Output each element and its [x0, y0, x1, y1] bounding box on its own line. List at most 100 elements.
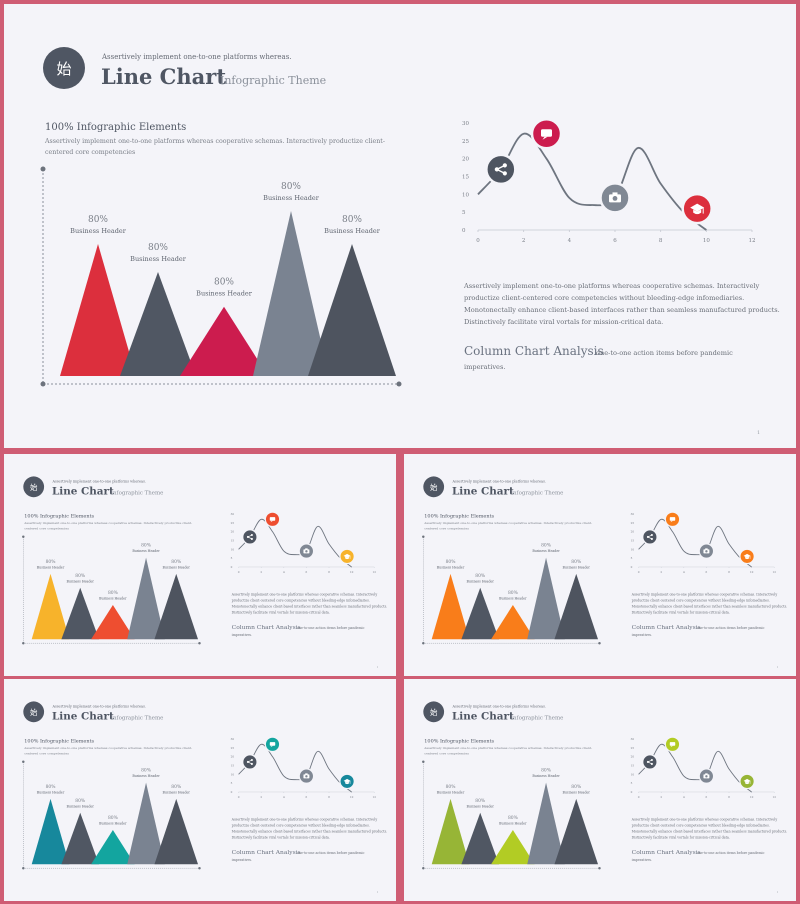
section-heading: 100% Infographic Elements: [424, 738, 494, 744]
analysis-text: one-to-one action items before pandemic: [697, 851, 765, 855]
y-tick-label: 10: [462, 192, 469, 198]
series-line: [238, 518, 352, 568]
chart-marker[interactable]: [264, 511, 281, 528]
page-number: 1: [377, 666, 379, 669]
x-tick-label: 6: [306, 795, 308, 799]
logo-badge: [23, 701, 45, 723]
peak-percent: 80%: [46, 560, 56, 565]
y-tick-label: 0: [631, 565, 633, 569]
chat-icon: [269, 742, 276, 748]
graduation-cap-icon: [343, 553, 351, 560]
camera-icon: [303, 773, 310, 779]
axis-dot: [422, 535, 425, 539]
chart-marker[interactable]: [242, 754, 258, 770]
page-title: Line Chart: [101, 64, 226, 89]
chart-marker[interactable]: [698, 543, 715, 559]
chart-marker[interactable]: [642, 529, 658, 545]
peak-label: Business Header: [263, 194, 320, 202]
series-line: [477, 132, 707, 231]
body-text-line: Distinctively facilitate viral vortals f…: [232, 611, 330, 615]
chart-marker[interactable]: [339, 548, 355, 565]
peak-label: Business Header: [324, 227, 381, 235]
y-tick-label: 10: [631, 547, 635, 551]
chart-marker[interactable]: [642, 754, 658, 770]
chart-marker[interactable]: [242, 529, 258, 545]
chart-marker[interactable]: [339, 773, 355, 790]
axis-dot: [22, 641, 25, 645]
logo-badge: [423, 476, 445, 498]
x-tick-label: 10: [350, 570, 354, 574]
chart-marker[interactable]: [530, 117, 563, 150]
chart-marker[interactable]: [664, 736, 681, 753]
chat-icon: [669, 517, 676, 523]
peak-label: Business Header: [499, 596, 527, 600]
chart-marker[interactable]: [298, 768, 315, 784]
page-title-suffix: Infographic Theme: [220, 74, 326, 87]
header-subtitle: Assertively implement one-to-one platfor…: [52, 704, 147, 708]
y-tick-label: 30: [462, 121, 469, 127]
x-tick-label: 0: [638, 795, 640, 799]
analysis-title: Column Chart Analysis: [232, 849, 301, 856]
slide-canvas: 始 Assertively implement one-to-one platf…: [22, 476, 387, 669]
chart-marker[interactable]: [681, 192, 713, 225]
peak-triangle: [60, 244, 136, 376]
chart-marker[interactable]: [485, 153, 517, 186]
chart-marker[interactable]: [599, 182, 631, 214]
slide-thumbnail-green[interactable]: 始 Assertively implement one-to-one platf…: [404, 679, 796, 901]
peak-percent: 80%: [141, 544, 151, 549]
peak-triangle: [180, 306, 268, 376]
slide-thumbnail-orange[interactable]: 始 Assertively implement one-to-one platf…: [404, 454, 796, 676]
section-description: Assertively implement one-to-one platfor…: [44, 138, 385, 145]
peak-triangle: [253, 211, 329, 376]
x-tick-label: 2: [660, 570, 662, 574]
peak-label: Business Header: [67, 804, 95, 808]
axis-dot: [198, 866, 201, 870]
section-description-cont: centered core competencies: [24, 751, 69, 755]
y-tick-label: 30: [631, 737, 635, 741]
slide-canvas: 始 Assertively implement one-to-one platf…: [22, 701, 387, 894]
share-icon: [494, 163, 507, 176]
peak-triangle: [308, 244, 396, 376]
y-tick-label: 10: [231, 547, 235, 551]
main-slide[interactable]: 始 Assertively implement one-to-one platf…: [4, 4, 796, 448]
chart-marker[interactable]: [664, 511, 681, 528]
x-tick-label: 12: [749, 238, 756, 244]
peak-percent: 80%: [446, 560, 456, 565]
x-tick-label: 2: [260, 570, 262, 574]
chat-icon: [269, 517, 276, 523]
chart-marker[interactable]: [298, 543, 315, 559]
x-tick-label: 0: [476, 238, 480, 244]
y-tick-label: 20: [631, 755, 635, 759]
logo-char: 始: [430, 707, 438, 717]
slide-thumbnail-yellow[interactable]: 始 Assertively implement one-to-one platf…: [4, 454, 396, 676]
peak-percent: 80%: [541, 544, 551, 549]
chart-marker[interactable]: [739, 773, 755, 790]
y-tick-label: 25: [231, 521, 235, 525]
analysis-text-cont: imperatives.: [232, 858, 252, 862]
y-tick-label: 15: [462, 175, 469, 181]
marker-circle: [642, 529, 658, 545]
page-number: 1: [777, 891, 779, 894]
peak-label: Business Header: [532, 549, 560, 553]
x-tick-label: 6: [706, 570, 708, 574]
chart-marker[interactable]: [698, 768, 715, 784]
chart-marker[interactable]: [739, 548, 755, 565]
slide-thumbnail-teal[interactable]: 始 Assertively implement one-to-one platf…: [4, 679, 396, 901]
y-tick-label: 30: [231, 737, 235, 741]
analysis-text-cont: imperatives.: [632, 633, 652, 637]
body-text-line: Distinctively facilitate viral vortals f…: [632, 611, 730, 615]
y-tick-label: 15: [631, 538, 635, 542]
x-tick-label: 8: [659, 238, 663, 244]
x-tick-label: 12: [772, 570, 776, 574]
section-description-cont: centered core competencies: [424, 751, 469, 755]
y-tick-label: 25: [631, 521, 635, 525]
camera-icon: [303, 548, 310, 554]
x-tick-label: 4: [568, 238, 572, 244]
chart-marker[interactable]: [264, 736, 281, 753]
y-tick-label: 20: [462, 157, 469, 163]
peak-label: Business Header: [163, 790, 191, 794]
header-subtitle: Assertively implement one-to-one platfor…: [52, 479, 147, 483]
peak-percent: 80%: [108, 591, 118, 596]
x-tick-label: 2: [260, 795, 262, 799]
y-tick-label: 10: [231, 772, 235, 776]
